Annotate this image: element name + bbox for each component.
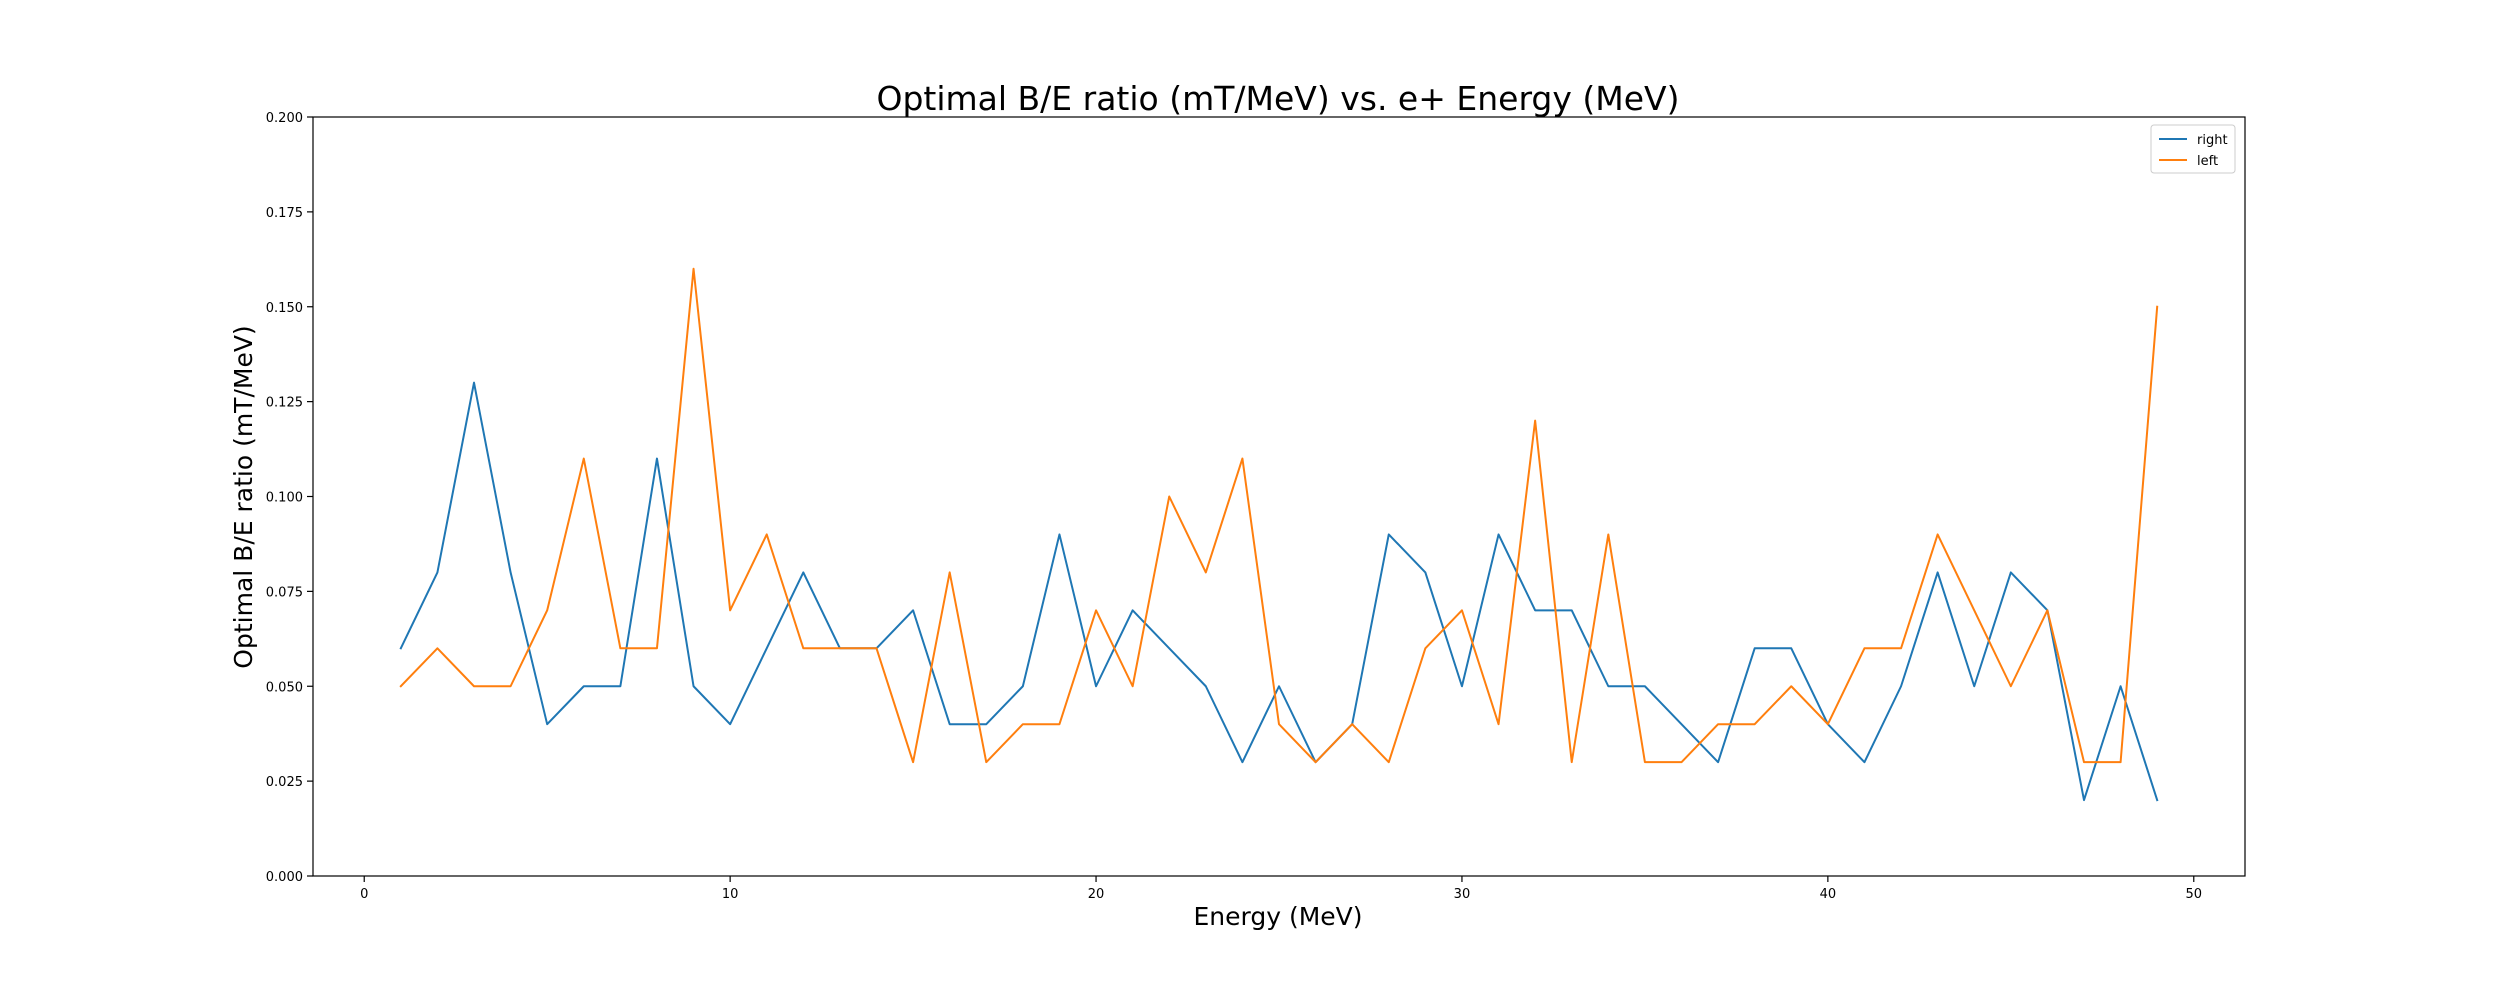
y-tick-label: 0.150 xyxy=(266,301,303,316)
chart-title: Optimal B/E ratio (mT/MeV) vs. e+ Energy… xyxy=(876,79,1679,118)
y-axis-label: Optimal B/E ratio (mT/MeV) xyxy=(229,325,258,668)
y-tick-label: 0.000 xyxy=(266,870,303,885)
x-tick-label: 20 xyxy=(1088,887,1105,902)
plot-area: 0 10 20 30 40 50 0.000 0.025 0.050 0.075 0.100 0.12… xyxy=(266,111,2246,902)
y-tick-label: 0.075 xyxy=(266,585,303,600)
series-line-right xyxy=(399,381,2159,802)
y-tick-label: 0.100 xyxy=(266,491,303,506)
y-tick-label: 0.025 xyxy=(266,775,303,790)
y-tick-label: 0.050 xyxy=(266,680,303,695)
legend: right left xyxy=(2150,124,2236,174)
x-tick-label: 10 xyxy=(722,887,739,902)
legend-label-left: left xyxy=(2197,154,2218,169)
legend-label-right: right xyxy=(2197,133,2228,148)
y-tick-label: 0.200 xyxy=(266,111,303,126)
y-tick-label: 0.175 xyxy=(266,206,303,221)
x-tick-label: 30 xyxy=(1454,887,1471,902)
x-tick-label: 0 xyxy=(360,887,368,902)
series-line-left xyxy=(399,267,2159,764)
x-axis-label: Energy (MeV) xyxy=(1193,902,1362,931)
x-tick-label: 40 xyxy=(1820,887,1837,902)
x-tick-label: 50 xyxy=(2185,887,2202,902)
y-tick-label: 0.125 xyxy=(266,396,303,411)
